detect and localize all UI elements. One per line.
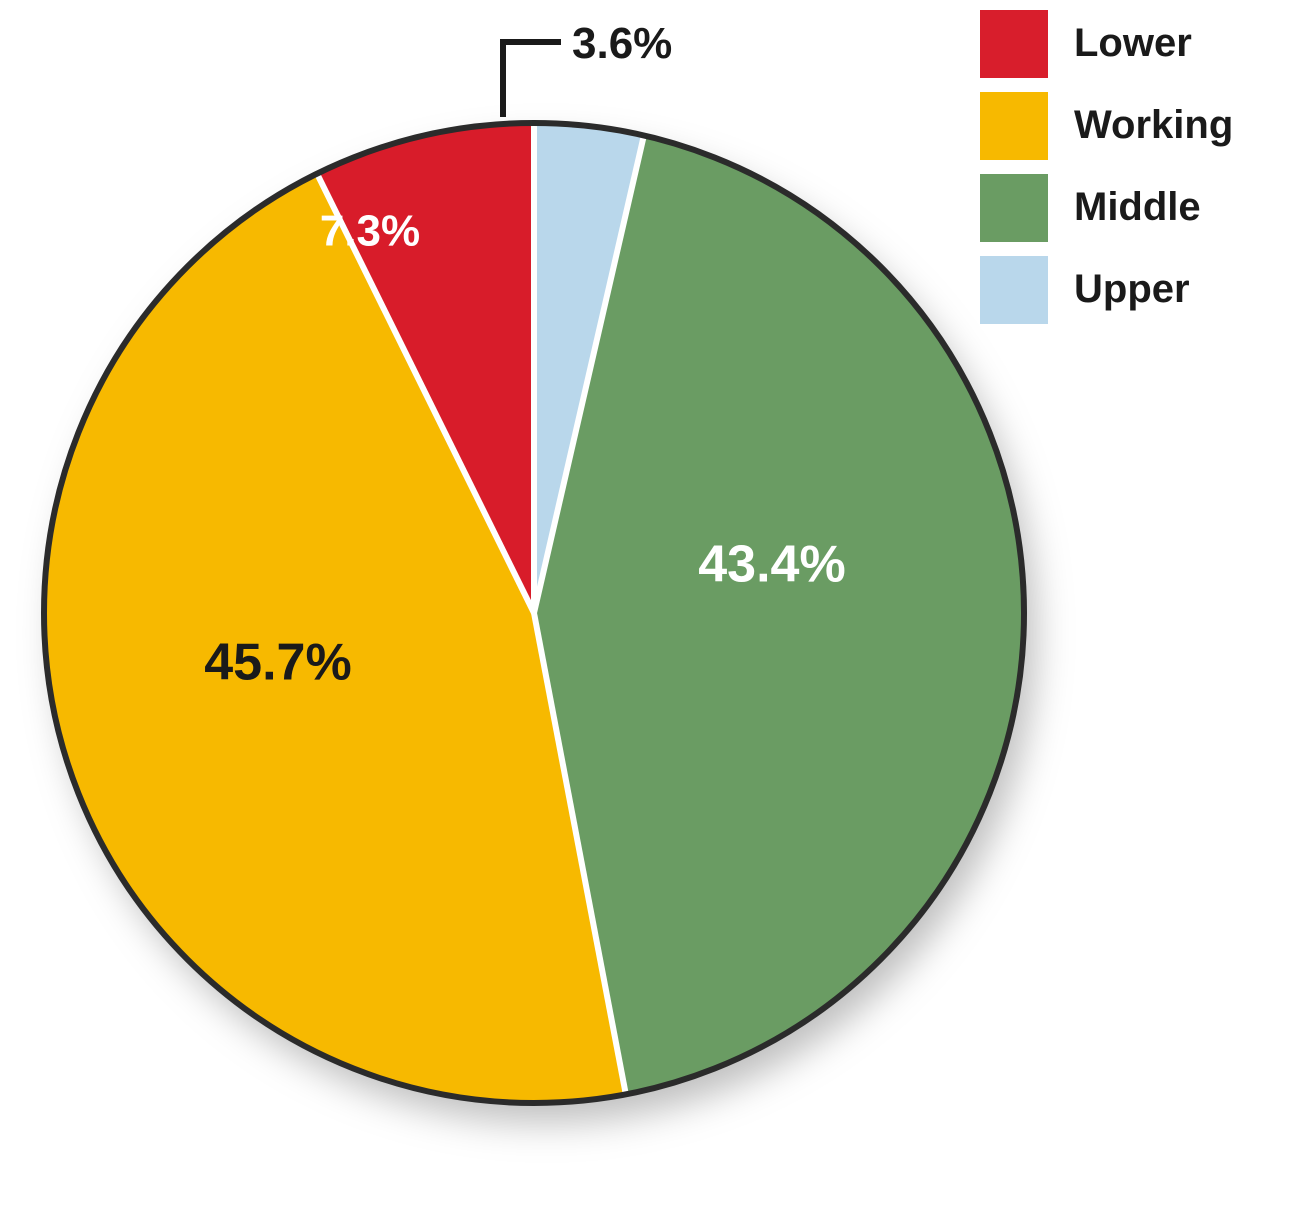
pie-chart: 3.6% 43.4% 45.7% 7.3% Lower Working Middle Upp… <box>0 0 1308 1207</box>
callout-line-upper <box>503 42 558 114</box>
legend-label-middle: Middle <box>1074 185 1201 229</box>
legend-label-lower: Lower <box>1074 21 1192 65</box>
legend-swatch-lower <box>980 10 1048 78</box>
legend-swatch-working <box>980 92 1048 160</box>
legend-swatch-upper <box>980 256 1048 324</box>
legend-label-upper: Upper <box>1074 267 1190 311</box>
slice-label-middle: 43.4% <box>698 536 845 594</box>
slice-label-lower: 7.3% <box>320 207 420 256</box>
slice-label-upper: 3.6% <box>572 19 672 68</box>
slice-label-working: 45.7% <box>204 634 351 692</box>
legend-label-working: Working <box>1074 103 1233 147</box>
legend-swatch-middle <box>980 174 1048 242</box>
legend: Lower Working Middle Upper <box>980 10 1233 324</box>
